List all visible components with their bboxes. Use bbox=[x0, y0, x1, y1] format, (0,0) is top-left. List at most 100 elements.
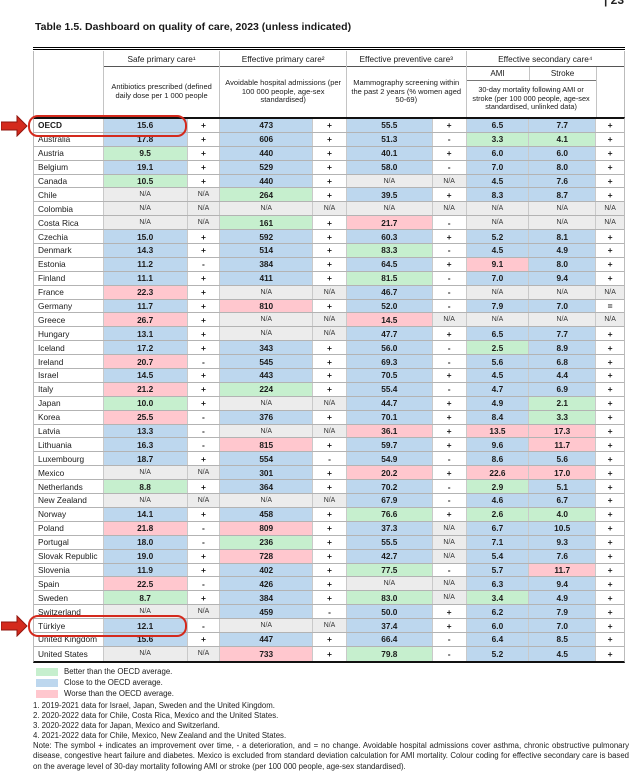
trend-cell: + bbox=[596, 327, 625, 341]
trend-cell: + bbox=[596, 230, 625, 244]
table-row: Chile N/A N/A 264 +39.5 +8.3 8.7 + bbox=[34, 188, 625, 203]
table-row: Colombia N/A N/A N/A N/A N/A N/A N/A N/A N/A bbox=[34, 202, 625, 217]
country-label: Netherlands bbox=[34, 480, 104, 494]
table-row: Hungary 13.1 + N/A N/A 47.7 +6.5 7.7 + bbox=[34, 327, 625, 342]
trend-cell: + bbox=[187, 146, 221, 160]
table-row: Switzerland N/A N/A 459-50.0 +6.2 7.9 + bbox=[34, 605, 625, 620]
value-cell: 42.7 bbox=[346, 549, 433, 563]
trend-cell: + bbox=[187, 244, 221, 257]
trend-cell: N/A bbox=[187, 202, 221, 216]
value-cell: 728 bbox=[220, 549, 314, 563]
trend-cell: + bbox=[187, 160, 221, 174]
trend-cell: + bbox=[432, 257, 467, 271]
value-cell: 11.2 bbox=[103, 257, 188, 271]
group-label: Effective preventive care³ bbox=[346, 51, 466, 67]
group-subheader: Mammography screening within the past 2 … bbox=[351, 77, 462, 105]
country-label: Portugal bbox=[34, 535, 104, 549]
value-cell: 6.7 bbox=[529, 494, 597, 507]
value-cell: N/A bbox=[529, 285, 597, 299]
trend-cell: N/A bbox=[313, 494, 347, 507]
value-cell: 19.0 bbox=[103, 549, 188, 563]
trend-cell: N/A bbox=[187, 494, 221, 507]
value-cell: 4.7 bbox=[466, 382, 530, 396]
value-cell: 4.9 bbox=[529, 244, 597, 257]
table-row: Germany 11.7 +810 +52.0-7.9 7.0 = bbox=[34, 299, 625, 314]
trend-cell: + bbox=[313, 160, 347, 174]
table-row: Costa Rica N/A N/A 161 +21.7- N/A N/A N/A bbox=[34, 216, 625, 231]
trend-cell: + bbox=[596, 369, 625, 382]
trend-cell: + bbox=[313, 355, 347, 369]
value-cell: 810 bbox=[220, 299, 314, 313]
trend-cell: - bbox=[432, 216, 467, 230]
value-cell: 66.4 bbox=[346, 632, 433, 646]
trend-cell: - bbox=[432, 355, 467, 369]
trend-cell: + bbox=[313, 563, 347, 577]
column-group-effective-primary-care: Effective primary care² Avoidable hospit… bbox=[220, 51, 347, 117]
trend-cell: + bbox=[596, 549, 625, 563]
trend-cell: N/A bbox=[596, 313, 625, 327]
legend: Better than the OECD average. Close to t… bbox=[36, 666, 174, 699]
trend-cell: + bbox=[596, 507, 625, 521]
value-cell: 459 bbox=[220, 605, 314, 619]
trend-cell: + bbox=[596, 438, 625, 452]
value-cell: N/A bbox=[103, 202, 188, 216]
value-cell: 2.6 bbox=[466, 507, 530, 521]
country-label: Greece bbox=[34, 313, 104, 327]
trend-cell: + bbox=[313, 577, 347, 591]
trend-cell: + bbox=[187, 563, 221, 577]
trend-cell: + bbox=[187, 549, 221, 563]
value-cell: 10.5 bbox=[529, 521, 597, 535]
table-row: Australia 17.8 +606 +51.3-3.3 4.1 + bbox=[34, 132, 625, 147]
value-cell: N/A bbox=[529, 313, 597, 327]
trend-cell: N/A bbox=[313, 396, 347, 410]
trend-cell: + bbox=[187, 271, 221, 285]
group-subheader: Avoidable hospital admissions (per 100 0… bbox=[225, 77, 342, 105]
value-cell: 4.5 bbox=[466, 244, 530, 257]
trend-cell: + bbox=[313, 132, 347, 146]
value-cell: N/A bbox=[346, 577, 433, 591]
country-label: Luxembourg bbox=[34, 452, 104, 466]
value-cell: 9.6 bbox=[466, 438, 530, 452]
legend-label: Worse than the OECD average. bbox=[64, 689, 174, 698]
value-cell: 4.9 bbox=[529, 591, 597, 605]
value-cell: 16.3 bbox=[103, 438, 188, 452]
value-cell: N/A bbox=[220, 396, 314, 410]
table-title: Table 1.5. Dashboard on quality of care,… bbox=[35, 21, 352, 33]
trend-cell: N/A bbox=[432, 549, 467, 563]
trend-cell: + bbox=[432, 424, 467, 438]
table-row: Greece 26.7 + N/A N/A 14.5 N/A N/A N/A N/A bbox=[34, 313, 625, 328]
trend-cell: - bbox=[432, 494, 467, 507]
value-cell: 18.0 bbox=[103, 535, 188, 549]
country-label: Hungary bbox=[34, 327, 104, 341]
trend-cell: + bbox=[187, 341, 221, 355]
value-cell: N/A bbox=[103, 605, 188, 619]
legend-item-better: Better than the OECD average. bbox=[36, 666, 174, 677]
value-cell: 447 bbox=[220, 632, 314, 646]
trend-cell: - bbox=[187, 535, 221, 549]
value-cell: 8.6 bbox=[466, 452, 530, 466]
country-label: Israel bbox=[34, 369, 104, 382]
value-cell: 10.0 bbox=[103, 396, 188, 410]
value-cell: 12.1 bbox=[103, 619, 188, 632]
table-row: Austria 9.5 +440 +40.1 +6.0 6.0 + bbox=[34, 146, 625, 161]
trend-cell: N/A bbox=[596, 202, 625, 216]
table-row: Spain 22.5-426 + N/A N/A 6.3 9.4 + bbox=[34, 577, 625, 592]
trend-cell: + bbox=[432, 188, 467, 202]
value-cell: 70.1 bbox=[346, 410, 433, 424]
value-cell: 343 bbox=[220, 341, 314, 355]
group-subheader: Antibiotics prescribed (defined daily do… bbox=[111, 82, 212, 100]
trend-cell: - bbox=[432, 563, 467, 577]
trend-cell: N/A bbox=[187, 646, 221, 661]
trend-cell: + bbox=[313, 646, 347, 661]
value-cell: N/A bbox=[220, 424, 314, 438]
trend-cell: + bbox=[313, 438, 347, 452]
column-stroke: Stroke bbox=[550, 69, 575, 78]
trend-cell: N/A bbox=[432, 521, 467, 535]
value-cell: 67.9 bbox=[346, 494, 433, 507]
value-cell: 364 bbox=[220, 480, 314, 494]
trend-cell: - bbox=[432, 452, 467, 466]
value-cell: 58.0 bbox=[346, 160, 433, 174]
country-label: Austria bbox=[34, 146, 104, 160]
value-cell: 22.6 bbox=[466, 466, 530, 480]
value-cell: 36.1 bbox=[346, 424, 433, 438]
